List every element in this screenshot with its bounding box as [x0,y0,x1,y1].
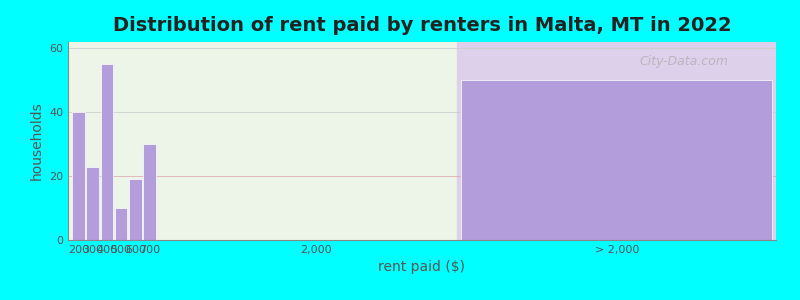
Bar [86,167,99,240]
Y-axis label: households: households [30,102,43,180]
Bar [72,112,85,240]
Bar [68,42,458,240]
Bar [114,208,127,240]
Bar [143,144,156,240]
Bar [101,64,114,240]
Bar [458,42,776,240]
X-axis label: rent paid ($): rent paid ($) [378,260,466,274]
Bar [461,80,773,240]
Title: Distribution of rent paid by renters in Malta, MT in 2022: Distribution of rent paid by renters in … [113,16,731,35]
Text: City-Data.com: City-Data.com [639,55,728,68]
Bar [129,179,142,240]
